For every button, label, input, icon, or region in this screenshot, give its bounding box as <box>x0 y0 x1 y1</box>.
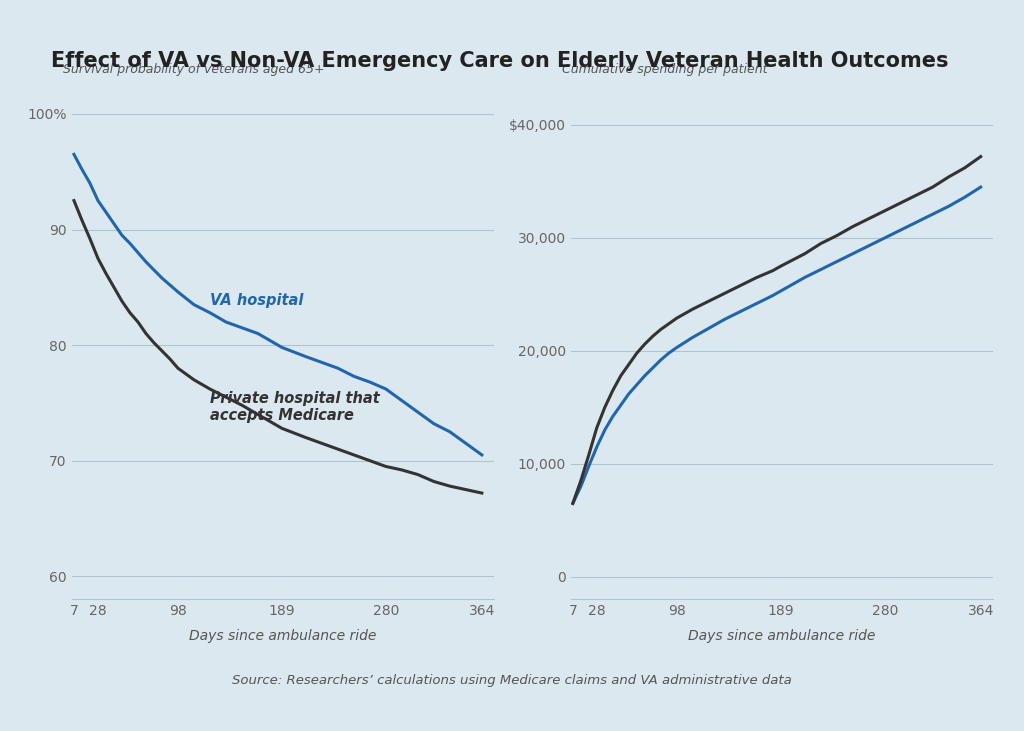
Text: Survival probability of veterans aged 65+: Survival probability of veterans aged 65… <box>63 63 325 75</box>
X-axis label: Days since ambulance ride: Days since ambulance ride <box>688 629 876 643</box>
Text: Cumulative spending per patient: Cumulative spending per patient <box>562 63 768 75</box>
Text: Source: Researchers’ calculations using Medicare claims and VA administrative da: Source: Researchers’ calculations using … <box>232 674 792 687</box>
Text: VA hospital: VA hospital <box>210 292 303 308</box>
Text: Effect of VA vs Non-VA Emergency Care on Elderly Veteran Health Outcomes: Effect of VA vs Non-VA Emergency Care on… <box>51 51 948 71</box>
Text: Private hospital that
accepts Medicare: Private hospital that accepts Medicare <box>210 391 380 423</box>
X-axis label: Days since ambulance ride: Days since ambulance ride <box>189 629 377 643</box>
